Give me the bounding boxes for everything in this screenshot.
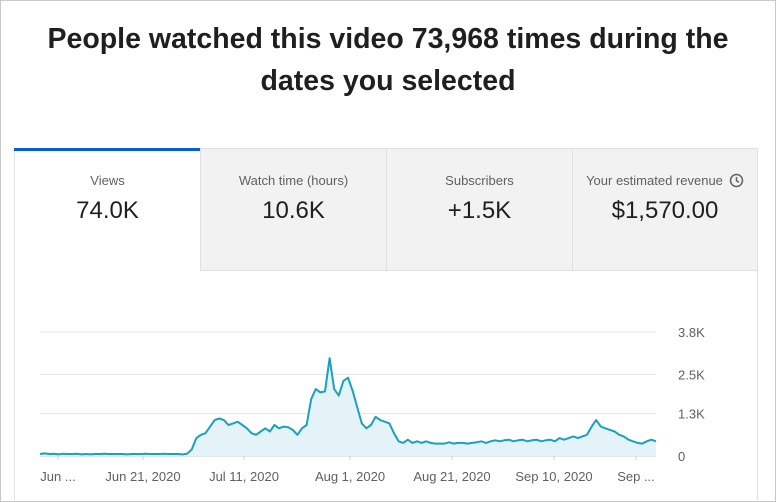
tab-views-value: 74.0K: [76, 197, 139, 224]
tab-subscribers-value: +1.5K: [447, 197, 512, 224]
tab-revenue-label: Your estimated revenue: [586, 173, 723, 188]
x-tick-label: Sep ...: [617, 469, 655, 484]
views-area: [40, 358, 656, 456]
tab-views[interactable]: Views 74.0K: [14, 148, 200, 271]
clock-icon[interactable]: [729, 173, 744, 191]
x-tick-label: Jul 11, 2020: [209, 469, 279, 484]
y-axis-ticks: 3.8K 2.5K 1.3K 0: [678, 325, 705, 464]
x-tick-label: Aug 21, 2020: [413, 469, 490, 484]
x-tick-label: Jun ...: [40, 469, 75, 484]
y-tick-label: 1.3K: [678, 407, 705, 422]
y-tick-label: 0: [678, 449, 685, 464]
y-tick-label: 3.8K: [678, 325, 705, 340]
x-tick-label: Sep 10, 2020: [515, 469, 592, 484]
x-axis-ticks: Jun ... Jun 21, 2020 Jul 11, 2020 Aug 1, 20…: [40, 456, 655, 484]
tab-watch-time-value: 10.6K: [262, 197, 325, 224]
views-line: [39, 357, 657, 456]
x-tick-label: Jun 21, 2020: [105, 469, 180, 484]
page-title: People watched this video 73,968 times d…: [47, 23, 729, 97]
tab-revenue-label-row: Your estimated revenue: [573, 173, 757, 191]
tab-subscribers-label: Subscribers: [445, 173, 514, 188]
tab-watch-time[interactable]: Watch time (hours) 10.6K: [200, 149, 386, 271]
metric-tabs: Views 74.0K Watch time (hours) 10.6K Sub…: [14, 148, 757, 271]
x-tick-label: Aug 1, 2020: [315, 469, 385, 484]
y-tick-label: 2.5K: [678, 367, 705, 382]
tab-subscribers[interactable]: Subscribers +1.5K: [386, 149, 572, 271]
tab-revenue-value: $1,570.00: [611, 197, 719, 224]
tab-revenue[interactable]: Your estimated revenue $1,570.00: [572, 149, 757, 271]
tab-watch-time-label: Watch time (hours): [238, 173, 349, 188]
analytics-card: Views 74.0K Watch time (hours) 10.6K Sub…: [14, 148, 758, 502]
tab-views-label: Views: [90, 173, 125, 188]
